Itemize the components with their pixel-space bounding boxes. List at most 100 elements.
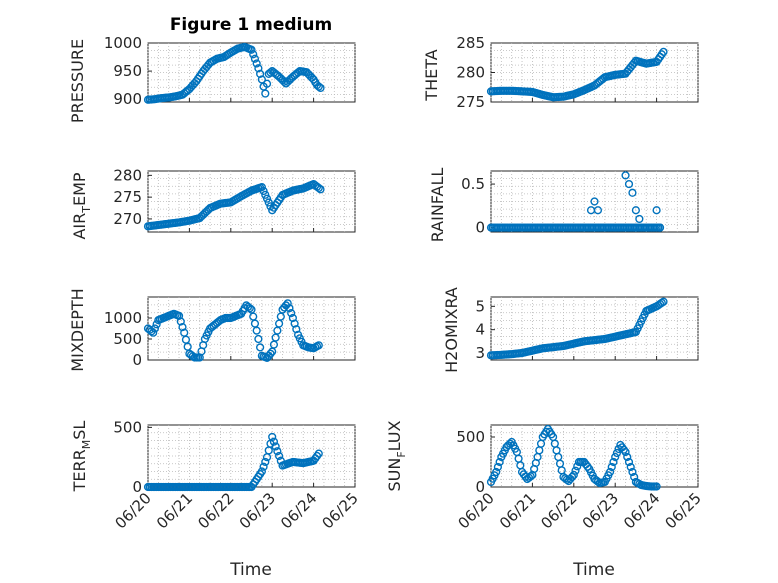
ytick-label: 3 bbox=[475, 344, 485, 362]
data-point bbox=[316, 83, 325, 93]
data-point bbox=[254, 334, 263, 344]
data-point bbox=[495, 457, 504, 467]
xtick-label: 06/22 bbox=[194, 489, 237, 532]
ylabel-sun-rest: LUX bbox=[385, 420, 404, 451]
subplot-h2omixra: 3 4 5 bbox=[475, 296, 699, 362]
data-point bbox=[266, 349, 275, 358]
xtick-label: 06/24 bbox=[277, 489, 320, 532]
data-point bbox=[174, 311, 184, 321]
ylabel-terr-main: TERR bbox=[70, 449, 89, 492]
data-point bbox=[630, 472, 639, 482]
data-point bbox=[252, 326, 261, 335]
data-point bbox=[571, 466, 580, 475]
ylabel-air-rest: EMP bbox=[70, 172, 89, 206]
ylabel-h2omixra: H2OMIXRA bbox=[442, 287, 461, 373]
ylabel-terr-sub: M bbox=[80, 440, 93, 450]
data-point bbox=[178, 323, 187, 332]
data-point bbox=[659, 297, 668, 306]
data-point bbox=[249, 50, 258, 59]
subplot-rainfall: 00.5 bbox=[461, 170, 699, 237]
data-point bbox=[149, 328, 158, 337]
ylabel-pressure: PRESSURE bbox=[68, 39, 87, 123]
ytick-label: 500 bbox=[113, 330, 142, 348]
ytick-label: 270 bbox=[113, 210, 142, 228]
data-point bbox=[590, 197, 599, 206]
ytick-label: 0 bbox=[475, 219, 485, 237]
xtick-label: 06/21 bbox=[153, 489, 196, 532]
data-point bbox=[314, 183, 323, 193]
data-point bbox=[609, 457, 618, 467]
data-point bbox=[611, 452, 620, 462]
ytick-label: 500 bbox=[113, 418, 142, 436]
ytick-label: 285 bbox=[456, 34, 485, 52]
ytick-label: 275 bbox=[113, 188, 142, 206]
data-point bbox=[247, 45, 256, 54]
data-point bbox=[250, 54, 260, 63]
ytick-label: 275 bbox=[456, 93, 485, 111]
ytick-label: 5 bbox=[475, 297, 485, 315]
ytick-label: 900 bbox=[113, 90, 142, 108]
data-point bbox=[314, 341, 323, 350]
ytick-label: 0 bbox=[475, 478, 485, 496]
data-point bbox=[492, 467, 501, 477]
ytick-label: 500 bbox=[456, 428, 485, 446]
data-point bbox=[262, 194, 272, 203]
data-point bbox=[290, 319, 299, 328]
ylabel-air-sub: T bbox=[80, 206, 93, 214]
xtick-label: 06/25 bbox=[662, 489, 705, 532]
data-point bbox=[657, 298, 666, 307]
data-point bbox=[245, 304, 254, 313]
ytick-label: 1000 bbox=[104, 34, 142, 52]
data-point bbox=[268, 432, 277, 442]
data-point bbox=[283, 299, 292, 308]
data-point bbox=[624, 179, 634, 189]
figure-title: Figure 1 medium bbox=[170, 15, 332, 35]
ylabel-sun-flux: SUNFLUX bbox=[385, 420, 408, 491]
data-point bbox=[567, 472, 577, 482]
xtick-label: 06/23 bbox=[236, 489, 279, 532]
data-point bbox=[493, 462, 503, 472]
data-point bbox=[266, 68, 275, 77]
data-point bbox=[150, 324, 160, 333]
data-point bbox=[623, 452, 632, 462]
data-point bbox=[626, 462, 635, 472]
ytick-label: 1000 bbox=[104, 309, 142, 327]
data-point bbox=[621, 171, 630, 180]
data-point bbox=[292, 325, 301, 334]
data-point bbox=[176, 317, 185, 326]
xtick-label: 06/22 bbox=[537, 489, 580, 532]
data-point bbox=[275, 451, 284, 461]
ylabel-terr-rest: SL bbox=[70, 421, 89, 440]
data-point bbox=[261, 457, 270, 467]
ylabel-sun-main: SUN bbox=[385, 458, 404, 492]
xtick-label: 06/25 bbox=[319, 489, 362, 532]
data-point bbox=[259, 462, 268, 471]
ytick-label: 280 bbox=[113, 166, 142, 184]
data-point bbox=[621, 447, 630, 457]
ylabel-air-main: AIR bbox=[70, 213, 89, 240]
data-point bbox=[256, 343, 265, 352]
ylabel-rainfall: RAINFALL bbox=[428, 168, 447, 243]
data-point bbox=[605, 467, 615, 477]
data-point bbox=[269, 437, 279, 446]
data-point bbox=[652, 482, 661, 491]
data-point bbox=[607, 462, 616, 472]
ytick-label: 0 bbox=[132, 478, 142, 496]
subplot-pressure: 900 950 1000 bbox=[104, 34, 356, 108]
data-point bbox=[288, 313, 298, 323]
data-point bbox=[593, 206, 603, 215]
xtick-label: 06/23 bbox=[579, 489, 622, 532]
data-point bbox=[659, 47, 668, 56]
data-point bbox=[262, 79, 272, 88]
ylabel-mixdepth: MIXDEPTH bbox=[68, 288, 87, 371]
data-point bbox=[624, 457, 634, 467]
data-point bbox=[257, 183, 266, 192]
ylabel-air-temp: AIRTEMP bbox=[70, 172, 93, 239]
ylabel-sun-sub: F bbox=[395, 451, 408, 457]
data-point bbox=[628, 188, 637, 197]
data-point bbox=[655, 223, 665, 232]
ytick-label: 4 bbox=[475, 321, 485, 339]
data-point bbox=[264, 198, 273, 207]
ylabel-terr-msl: TERRMSL bbox=[70, 421, 93, 493]
